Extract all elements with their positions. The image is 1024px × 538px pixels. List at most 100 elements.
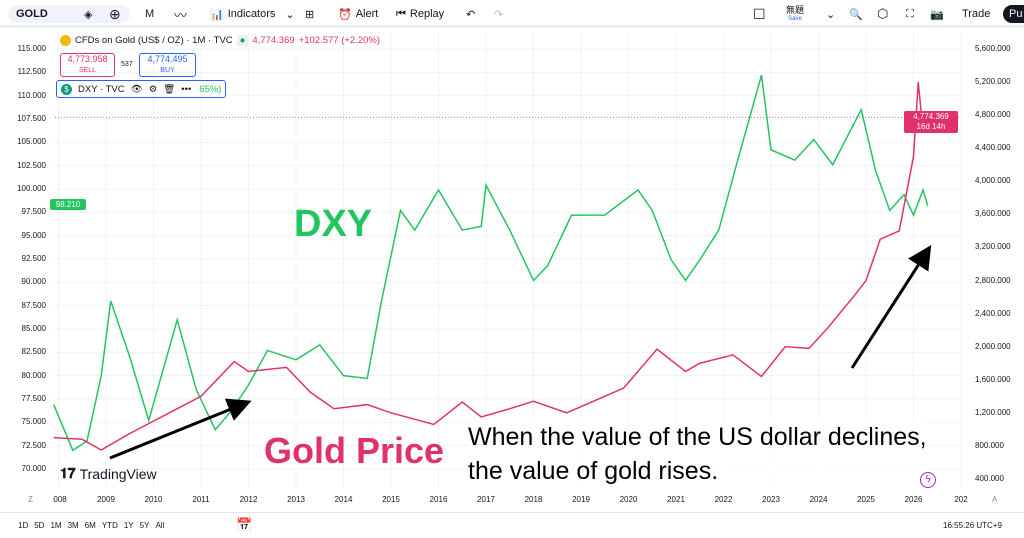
- camera-icon[interactable]: 📷: [930, 8, 944, 21]
- legend-title: CFDs on Gold (US$ / OZ) · 1M · TVC: [75, 35, 233, 46]
- left-axis-label: 110.000: [17, 90, 46, 100]
- replay-button[interactable]: ⏮ Replay: [396, 5, 444, 23]
- redo-icon[interactable]: ↷: [494, 8, 504, 21]
- series-legend: CFDs on Gold (US$ / OZ) · 1M · TVC ● 4,7…: [60, 35, 380, 46]
- top-toolbar: GOLD ◈ ⊕ M 〰 📊 Indicators ⌄ ⊞ ⏰ Alert ⏮ Repl…: [0, 0, 1024, 28]
- time-axis-label: 2023: [762, 495, 780, 504]
- dxy-annotation: DXY: [294, 203, 373, 245]
- right-axis-label: 5,200.000: [975, 77, 1011, 87]
- dxy-legend[interactable]: $ DXY · TVC 👁 ⚙ 🗑 ••• 65%): [56, 80, 227, 98]
- alarm-icon: ⏰: [338, 8, 352, 21]
- time-axis-label: 2016: [429, 495, 448, 504]
- time-axis-label: 2013: [287, 495, 305, 504]
- tradingview-logo[interactable]: 𝟏𝟕 TradingView: [60, 465, 157, 482]
- alert-button[interactable]: ⏰ Alert: [338, 5, 378, 23]
- sell-label: SELL: [78, 67, 97, 74]
- left-axis-label: 115.000: [17, 44, 46, 53]
- left-axis-label: 102.500: [17, 160, 46, 170]
- dxy-change: 65%): [199, 83, 222, 95]
- tv-logo-icon: 𝟏𝟕: [60, 465, 76, 481]
- layout-square-icon[interactable]: ☐: [753, 5, 766, 22]
- left-axis-label: 77.500: [21, 394, 46, 403]
- indicators-button[interactable]: 📊 Indicators ⌄: [210, 5, 295, 23]
- symbol-search[interactable]: GOLD: [8, 5, 130, 23]
- time-axis-label: 2018: [524, 495, 543, 504]
- auto-scale-button[interactable]: A: [992, 495, 998, 504]
- series-line-gold: [53, 81, 929, 451]
- time-axis-label: 2026: [904, 495, 923, 504]
- time-axis-label: 2010: [144, 495, 163, 504]
- time-axis-label: 2019: [572, 495, 590, 504]
- calendar-icon[interactable]: 📅: [236, 517, 253, 532]
- trash-icon[interactable]: 🗑: [163, 83, 176, 95]
- market-open-icon: ●: [236, 35, 249, 46]
- right-axis-label: 1,600.000: [975, 374, 1011, 384]
- indicators-label: Indicators: [227, 8, 276, 20]
- time-axis-label: 2015: [382, 495, 400, 504]
- range-button-1m[interactable]: 1M: [50, 521, 62, 530]
- right-axis-label: 4,000.000: [975, 176, 1011, 186]
- save-label: Save: [788, 16, 802, 22]
- trade-button[interactable]: Trade: [962, 8, 991, 20]
- arrow-right: [850, 244, 932, 369]
- more-icon[interactable]: •••: [181, 83, 192, 95]
- dxy-legend-title: DXY · TVC: [78, 83, 125, 95]
- logo-text: TradingView: [79, 465, 157, 482]
- quick-search-icon[interactable]: 🔍: [849, 8, 863, 21]
- gold-price-tag: 4,774.369 16d 14h: [904, 111, 958, 133]
- range-button-3m[interactable]: 3M: [67, 521, 79, 530]
- right-axis-label: 3,600.000: [975, 209, 1011, 219]
- left-axis-label: 90.000: [21, 277, 46, 287]
- range-button-5d[interactable]: 5D: [34, 521, 45, 530]
- legend-price: 4,774.369: [252, 35, 295, 46]
- explanation-line-1: When the value of the US dollar declines…: [468, 423, 927, 451]
- left-axis-label: 92.500: [21, 254, 46, 263]
- time-axis-label: 2009: [97, 495, 115, 504]
- range-button-6m[interactable]: 6M: [84, 521, 96, 530]
- right-axis-label: 5,600.000: [975, 43, 1011, 53]
- lightning-icon[interactable]: ϟ: [920, 472, 936, 488]
- sell-price: 4,773.958: [67, 54, 108, 64]
- add-symbol-icon[interactable]: ⊕: [109, 5, 121, 22]
- publish-button[interactable]: Pu: [1003, 5, 1024, 23]
- eye-icon[interactable]: 👁: [130, 83, 143, 95]
- settings-icon[interactable]: ⚙: [148, 83, 158, 95]
- clock: 16:55:26 UTC+9: [943, 521, 1002, 530]
- chevron-down-icon[interactable]: ⌄: [826, 8, 836, 21]
- range-button-1y[interactable]: 1Y: [123, 521, 134, 530]
- save-layout-button[interactable]: 無題 Save: [786, 3, 805, 22]
- chevron-down-icon: ⌄: [285, 8, 295, 21]
- legend-change: +102.577 (+2.20%): [298, 35, 381, 46]
- left-axis-label: 107.500: [17, 114, 46, 123]
- sell-button[interactable]: 4,773.958 SELL: [60, 53, 115, 77]
- buy-button[interactable]: 4,774.495 BUY: [139, 53, 196, 77]
- layout-name: 無題: [786, 5, 805, 15]
- left-axis-label: 95.000: [21, 230, 46, 240]
- zoom-button[interactable]: Z: [28, 495, 33, 504]
- range-button-all[interactable]: All: [155, 521, 165, 530]
- time-axis-label: 2014: [334, 495, 353, 504]
- left-axis-label: 112.500: [17, 67, 46, 77]
- settings-icon[interactable]: ⬡: [877, 6, 889, 21]
- range-button-1d[interactable]: 1D: [18, 521, 29, 530]
- time-axis-label: 2020: [619, 495, 638, 504]
- range-button-ytd[interactable]: YTD: [101, 521, 118, 530]
- fullscreen-icon[interactable]: ⛶: [906, 7, 914, 20]
- left-axis-label: 105.000: [17, 137, 46, 147]
- undo-icon[interactable]: ↶: [466, 8, 476, 21]
- right-axis-label: 4,800.000: [975, 110, 1011, 120]
- buy-label: BUY: [160, 67, 175, 74]
- left-axis-label: 80.000: [21, 370, 46, 380]
- layouts-icon[interactable]: ⊞: [305, 8, 315, 21]
- time-axis-label: 2022: [714, 495, 733, 504]
- right-axis-label: 2,000.000: [975, 341, 1011, 351]
- right-axis-label: 2,400.000: [975, 308, 1011, 318]
- buy-price: 4,774.495: [147, 54, 188, 64]
- alert-label: Alert: [355, 8, 379, 20]
- watchlist-icon[interactable]: ◈: [84, 8, 93, 21]
- range-button-5y[interactable]: 5Y: [139, 521, 150, 530]
- interval-button[interactable]: M: [145, 8, 155, 20]
- left-axis-label: 82.500: [21, 347, 46, 357]
- chart-type-icon[interactable]: 〰: [174, 7, 188, 23]
